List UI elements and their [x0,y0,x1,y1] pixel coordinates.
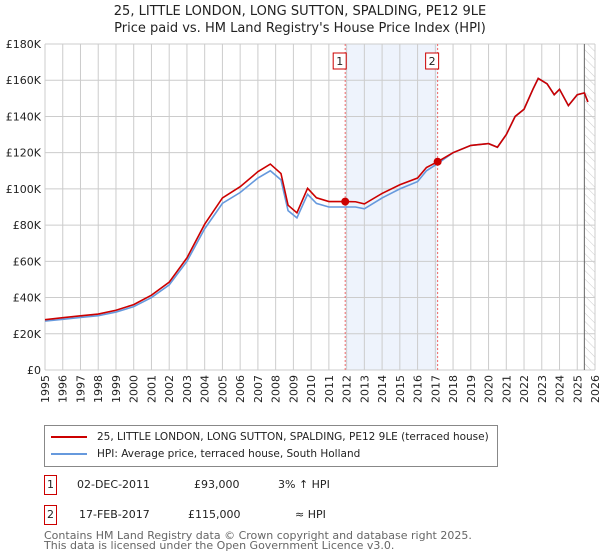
y-tick-label: £180K [6,38,42,51]
sale-point [341,197,350,206]
footer-licence: This data is licensed under the Open Gov… [44,539,395,552]
y-tick-label: £120K [6,147,42,160]
x-tick-label: 2025 [571,375,584,403]
y-tick-label: £80K [13,219,42,232]
x-tick-label: 2007 [252,375,265,403]
legend: 25, LITTLE LONDON, LONG SUTTON, SPALDING… [44,425,498,467]
x-tick-label: 2018 [447,375,460,403]
x-tick-label: 2016 [412,375,425,403]
x-tick-label: 1999 [110,375,123,403]
y-tick-label: £140K [6,110,42,123]
transaction-date: 02-DEC-2011 [77,478,151,491]
x-tick-label: 2024 [554,375,567,403]
legend-label-hpi: HPI: Average price, terraced house, Sout… [97,448,361,460]
x-tick-label: 2013 [358,375,371,403]
footer-copyright: Contains HM Land Registry data © Crown c… [44,529,472,542]
x-tick-label: 2001 [145,375,158,403]
y-tick-label: £20K [13,328,42,341]
sale-point [433,157,442,166]
x-tick-label: 2019 [465,375,478,403]
x-tick-label: 1997 [74,375,87,403]
x-tick-label: 2009 [287,375,300,403]
transaction-marker: 2 [44,505,57,525]
x-tick-label: 2023 [536,375,549,403]
sale-label: 1 [336,55,343,68]
x-tick-label: 2003 [181,375,194,403]
y-tick-label: £60K [13,255,42,268]
transaction-hpi-relation: 3% ↑ HPI [278,478,330,491]
transaction-hpi-relation: ≈ HPI [295,508,326,521]
transaction-marker: 1 [44,475,57,495]
transaction-row: 1 02-DEC-2011 £93,000 3% ↑ HPI [44,475,544,495]
x-tick-label: 2010 [305,375,318,403]
chart-title: 25, LITTLE LONDON, LONG SUTTON, SPALDING… [113,4,487,19]
transaction-price: £93,000 [194,478,240,491]
x-tick-label: 1996 [57,375,70,403]
x-tick-label: 2002 [163,375,176,403]
x-tick-label: 2006 [234,375,247,403]
y-tick-label: £160K [6,74,42,87]
x-tick-label: 2017 [429,375,442,403]
legend-swatch-property [51,436,87,438]
x-tick-label: 2021 [500,375,513,403]
y-tick-label: £40K [13,292,42,305]
x-tick-label: 2015 [394,375,407,403]
sale-label-box [425,52,440,70]
x-tick-label: 2008 [270,375,283,403]
x-tick-label: 2020 [483,375,496,403]
y-tick-label: £100K [6,183,42,196]
x-tick-label: 2022 [518,375,531,403]
x-tick-label: 2026 [589,375,600,403]
x-tick-label: 1995 [39,375,52,403]
x-tick-label: 2004 [199,375,212,403]
legend-label-property: 25, LITTLE LONDON, LONG SUTTON, SPALDING… [97,431,489,443]
forecast-hatch [584,44,595,370]
transaction-price: £115,000 [188,508,241,521]
x-tick-label: 2011 [323,375,336,403]
sale-label: 2 [429,55,436,68]
x-tick-label: 2000 [128,375,141,403]
y-tick-label: £0 [27,364,41,377]
plot-area: 1995 1996 1997 1998 1999 2000 2001 2002 2003 2004… [6,38,600,403]
chart-subtitle: Price paid vs. HM Land Registry's House … [114,21,486,36]
x-tick-label: 2005 [216,375,229,403]
shaded-period [345,44,438,370]
transaction-date: 17-FEB-2017 [79,508,150,521]
x-tick-label: 1998 [92,375,105,403]
property-line [44,77,589,321]
footer: Contains HM Land Registry data © Crown c… [44,529,472,552]
x-tick-label: 2012 [341,375,354,403]
sale-label-box [332,52,347,70]
legend-swatch-hpi [51,453,87,455]
x-tick-label: 2014 [376,375,389,403]
transaction-row: 2 17-FEB-2017 £115,000 ≈ HPI [44,505,544,525]
